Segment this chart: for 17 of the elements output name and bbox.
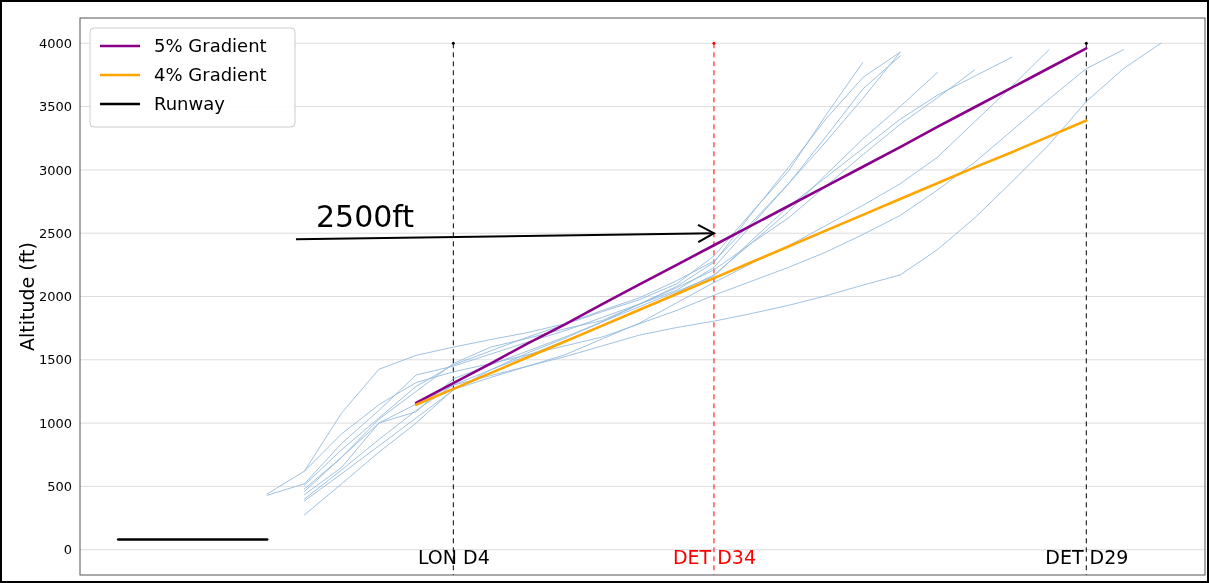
y-tick-label: 4000 [38, 35, 72, 51]
y-axis-title: Altitude (ft) [16, 242, 38, 351]
y-tick-label: 1500 [38, 352, 72, 368]
annotation: 2500ft [315, 199, 415, 235]
y-tick-label: 2500 [38, 225, 72, 241]
x-tick-label: DET D29 [1045, 546, 1129, 569]
legend-label: Runway [154, 93, 226, 114]
y-tick-label: 2000 [38, 289, 72, 305]
legend-label: 4% Gradient [154, 64, 267, 85]
x-tick-label: LON D4 [417, 546, 490, 569]
y-tick-label: 500 [47, 479, 72, 495]
y-tick-label: 1000 [38, 415, 72, 431]
x-tick-label: DET D34 [672, 546, 757, 569]
legend-label: 5% Gradient [154, 35, 267, 56]
y-tick-label: 0 [63, 542, 72, 558]
y-tick-label: 3000 [38, 162, 72, 178]
y-tick-label: 3500 [38, 99, 72, 115]
